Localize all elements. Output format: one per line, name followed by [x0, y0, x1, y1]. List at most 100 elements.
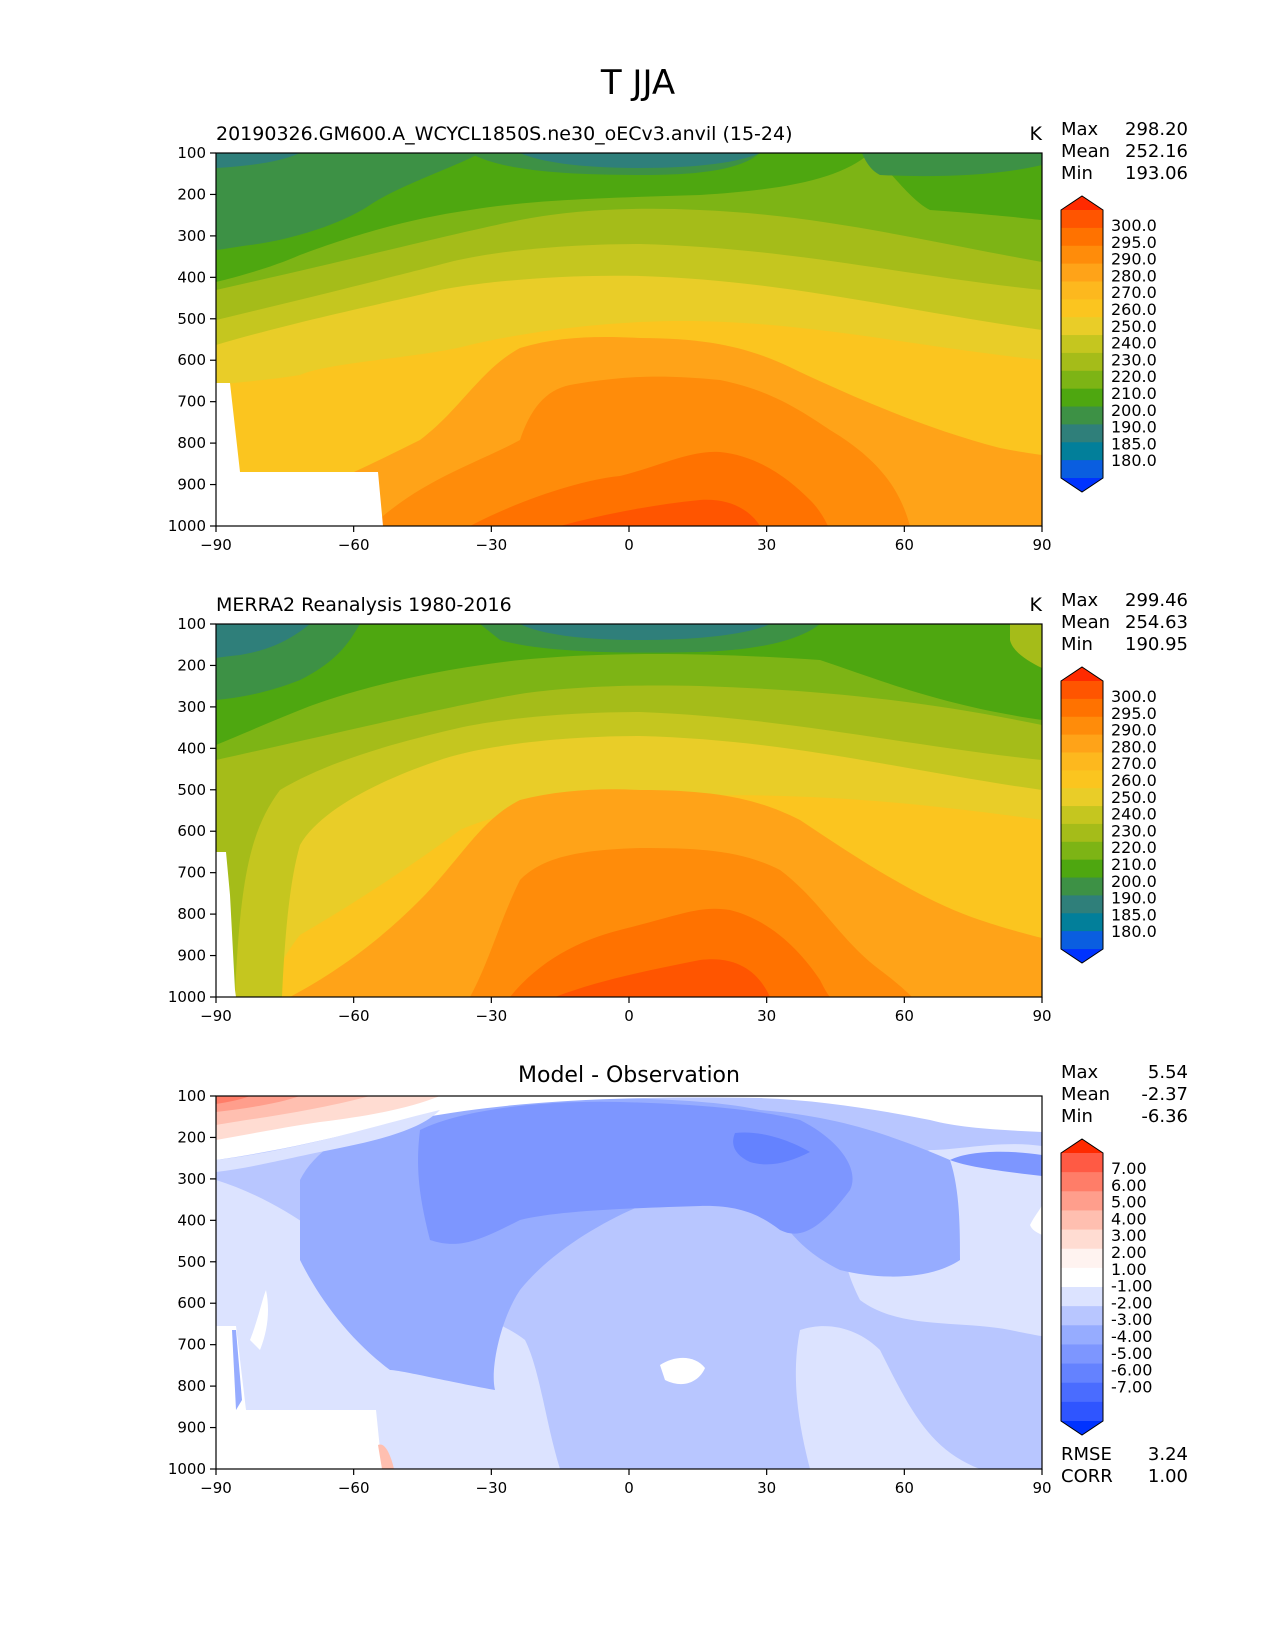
- stats-block: Max 299.46 Mean 254.63 Min 190.95: [1061, 590, 1188, 655]
- colorbar-segment: [1061, 770, 1103, 789]
- colorbar-label: 270.0: [1111, 754, 1157, 773]
- colorbar-label: 290.0: [1111, 250, 1157, 269]
- stat-value: 193.06: [1125, 163, 1188, 184]
- colorbar-segment: [1061, 406, 1103, 425]
- panel-difference: Model - Observation −90 −60 −30 0 30 60 90 100 2…: [168, 1062, 1188, 1497]
- colorbar-segment: [1061, 335, 1103, 354]
- colorbar-label: 230.0: [1111, 350, 1157, 369]
- metric-label: RMSE: [1061, 1444, 1112, 1465]
- colorbar-outline: [1060, 666, 1104, 964]
- x-tick-label: −60: [338, 536, 370, 554]
- colorbar-segment: [1061, 734, 1103, 754]
- contour-fill-model: [216, 153, 1042, 526]
- colorbar-segment: [1061, 698, 1103, 718]
- x-tick-label: −30: [476, 536, 508, 554]
- y-tick-label: 900: [177, 476, 206, 494]
- stat-value: 5.54: [1148, 1062, 1188, 1083]
- colorbar-label: 4.00: [1111, 1209, 1147, 1228]
- colorbar-segment: [1061, 859, 1103, 879]
- stat-value: -6.36: [1141, 1106, 1188, 1127]
- colorbar-label: 280.0: [1111, 737, 1157, 756]
- colorbar: 300.0295.0290.0280.0270.0260.0250.0240.0…: [1060, 666, 1157, 964]
- colorbar-label: 270.0: [1111, 283, 1157, 302]
- x-tick-label: 0: [624, 1007, 634, 1025]
- x-tick-label: 60: [895, 1479, 914, 1497]
- y-tick-label: 100: [177, 144, 206, 162]
- colorbar-segment: [1061, 1210, 1103, 1231]
- colorbar-label: 7.00: [1111, 1159, 1147, 1178]
- colorbar-label: 200.0: [1111, 401, 1157, 420]
- y-tick-label: 200: [177, 185, 206, 203]
- y-tick-label: 600: [177, 351, 206, 369]
- x-tick-label: 30: [757, 536, 776, 554]
- stat-label: Max: [1061, 590, 1099, 611]
- colorbar-segment: [1061, 245, 1103, 265]
- colorbar-label: 300.0: [1111, 687, 1157, 706]
- colorbar-segment: [1061, 1363, 1103, 1384]
- y-tick-label: 800: [177, 1377, 206, 1395]
- colorbar-segment: [1061, 227, 1103, 247]
- x-tick-label: −90: [200, 1007, 232, 1025]
- stat-label: Max: [1061, 119, 1099, 140]
- y-tick-label: 1000: [168, 1460, 206, 1478]
- x-tick-label: −90: [200, 1479, 232, 1497]
- stat-value: 298.20: [1125, 119, 1188, 140]
- units-label: K: [1030, 594, 1043, 616]
- colorbar-segment: [1061, 352, 1103, 372]
- colorbar-label: 180.0: [1111, 922, 1157, 941]
- colorbar-label: 230.0: [1111, 821, 1157, 840]
- y-tick-label: 600: [177, 822, 206, 840]
- colorbar-label: 260.0: [1111, 300, 1157, 319]
- x-tick-label: 0: [624, 1479, 634, 1497]
- colorbar-segment: [1061, 210, 1103, 229]
- figure-title: T JJA: [600, 63, 675, 103]
- colorbar-label: 250.0: [1111, 317, 1157, 336]
- colorbar-segment: [1061, 1191, 1103, 1212]
- colorbar-segment: [1061, 1248, 1103, 1269]
- y-tick-label: 800: [177, 434, 206, 452]
- stat-value: 252.16: [1125, 141, 1188, 162]
- metric-value: 3.24: [1148, 1444, 1188, 1465]
- stat-label: Max: [1061, 1062, 1099, 1083]
- colorbar-label: 180.0: [1111, 451, 1157, 470]
- x-tick-label: 0: [624, 536, 634, 554]
- x-tick-label: 90: [1032, 536, 1051, 554]
- x-tick-label: 90: [1032, 1007, 1051, 1025]
- units-label: K: [1030, 123, 1043, 145]
- colorbar-segment: [1061, 931, 1103, 950]
- colorbar-label: 295.0: [1111, 233, 1157, 252]
- colorbar-label: -6.00: [1111, 1361, 1152, 1380]
- colorbar-extend-top: [1061, 667, 1103, 681]
- colorbar-label: 6.00: [1111, 1176, 1147, 1195]
- colorbar-label: -2.00: [1111, 1293, 1152, 1312]
- colorbar-segment: [1061, 424, 1103, 443]
- contour-fill-obs: [216, 624, 1042, 997]
- y-tick-label: 100: [177, 615, 206, 633]
- colorbar-label: 190.0: [1111, 889, 1157, 908]
- panel-title: Model - Observation: [518, 1063, 740, 1088]
- colorbar-extend-bottom: [1061, 949, 1103, 963]
- colorbar-outline: [1060, 1138, 1104, 1436]
- colorbar: 7.006.005.004.003.002.001.00-1.00-2.00-3…: [1060, 1138, 1152, 1436]
- colorbar-segment: [1061, 1267, 1103, 1288]
- colorbar-segment: [1061, 317, 1103, 336]
- y-tick-label: 100: [177, 1087, 206, 1105]
- stat-label: Min: [1061, 634, 1093, 655]
- colorbar-label: 190.0: [1111, 418, 1157, 437]
- panel-model: 20190326.GM600.A_WCYCL1850S.ne30_oECv3.a…: [168, 119, 1188, 554]
- colorbar-segment: [1061, 877, 1103, 896]
- y-tick-label: 400: [177, 739, 206, 757]
- colorbar-label: 2.00: [1111, 1243, 1147, 1262]
- stats-block: Max 298.20 Mean 252.16 Min 193.06: [1061, 119, 1188, 184]
- colorbar-segment: [1061, 370, 1103, 390]
- colorbar-segment: [1061, 913, 1103, 932]
- colorbar-segment: [1061, 806, 1103, 825]
- x-tick-label: −60: [338, 1479, 370, 1497]
- y-tick-label: 400: [177, 268, 206, 286]
- colorbar-segment: [1061, 1325, 1103, 1346]
- colorbar-segment: [1061, 1401, 1103, 1422]
- colorbar-segment: [1061, 299, 1103, 318]
- colorbar-label: 200.0: [1111, 872, 1157, 891]
- y-tick-label: 1000: [168, 988, 206, 1006]
